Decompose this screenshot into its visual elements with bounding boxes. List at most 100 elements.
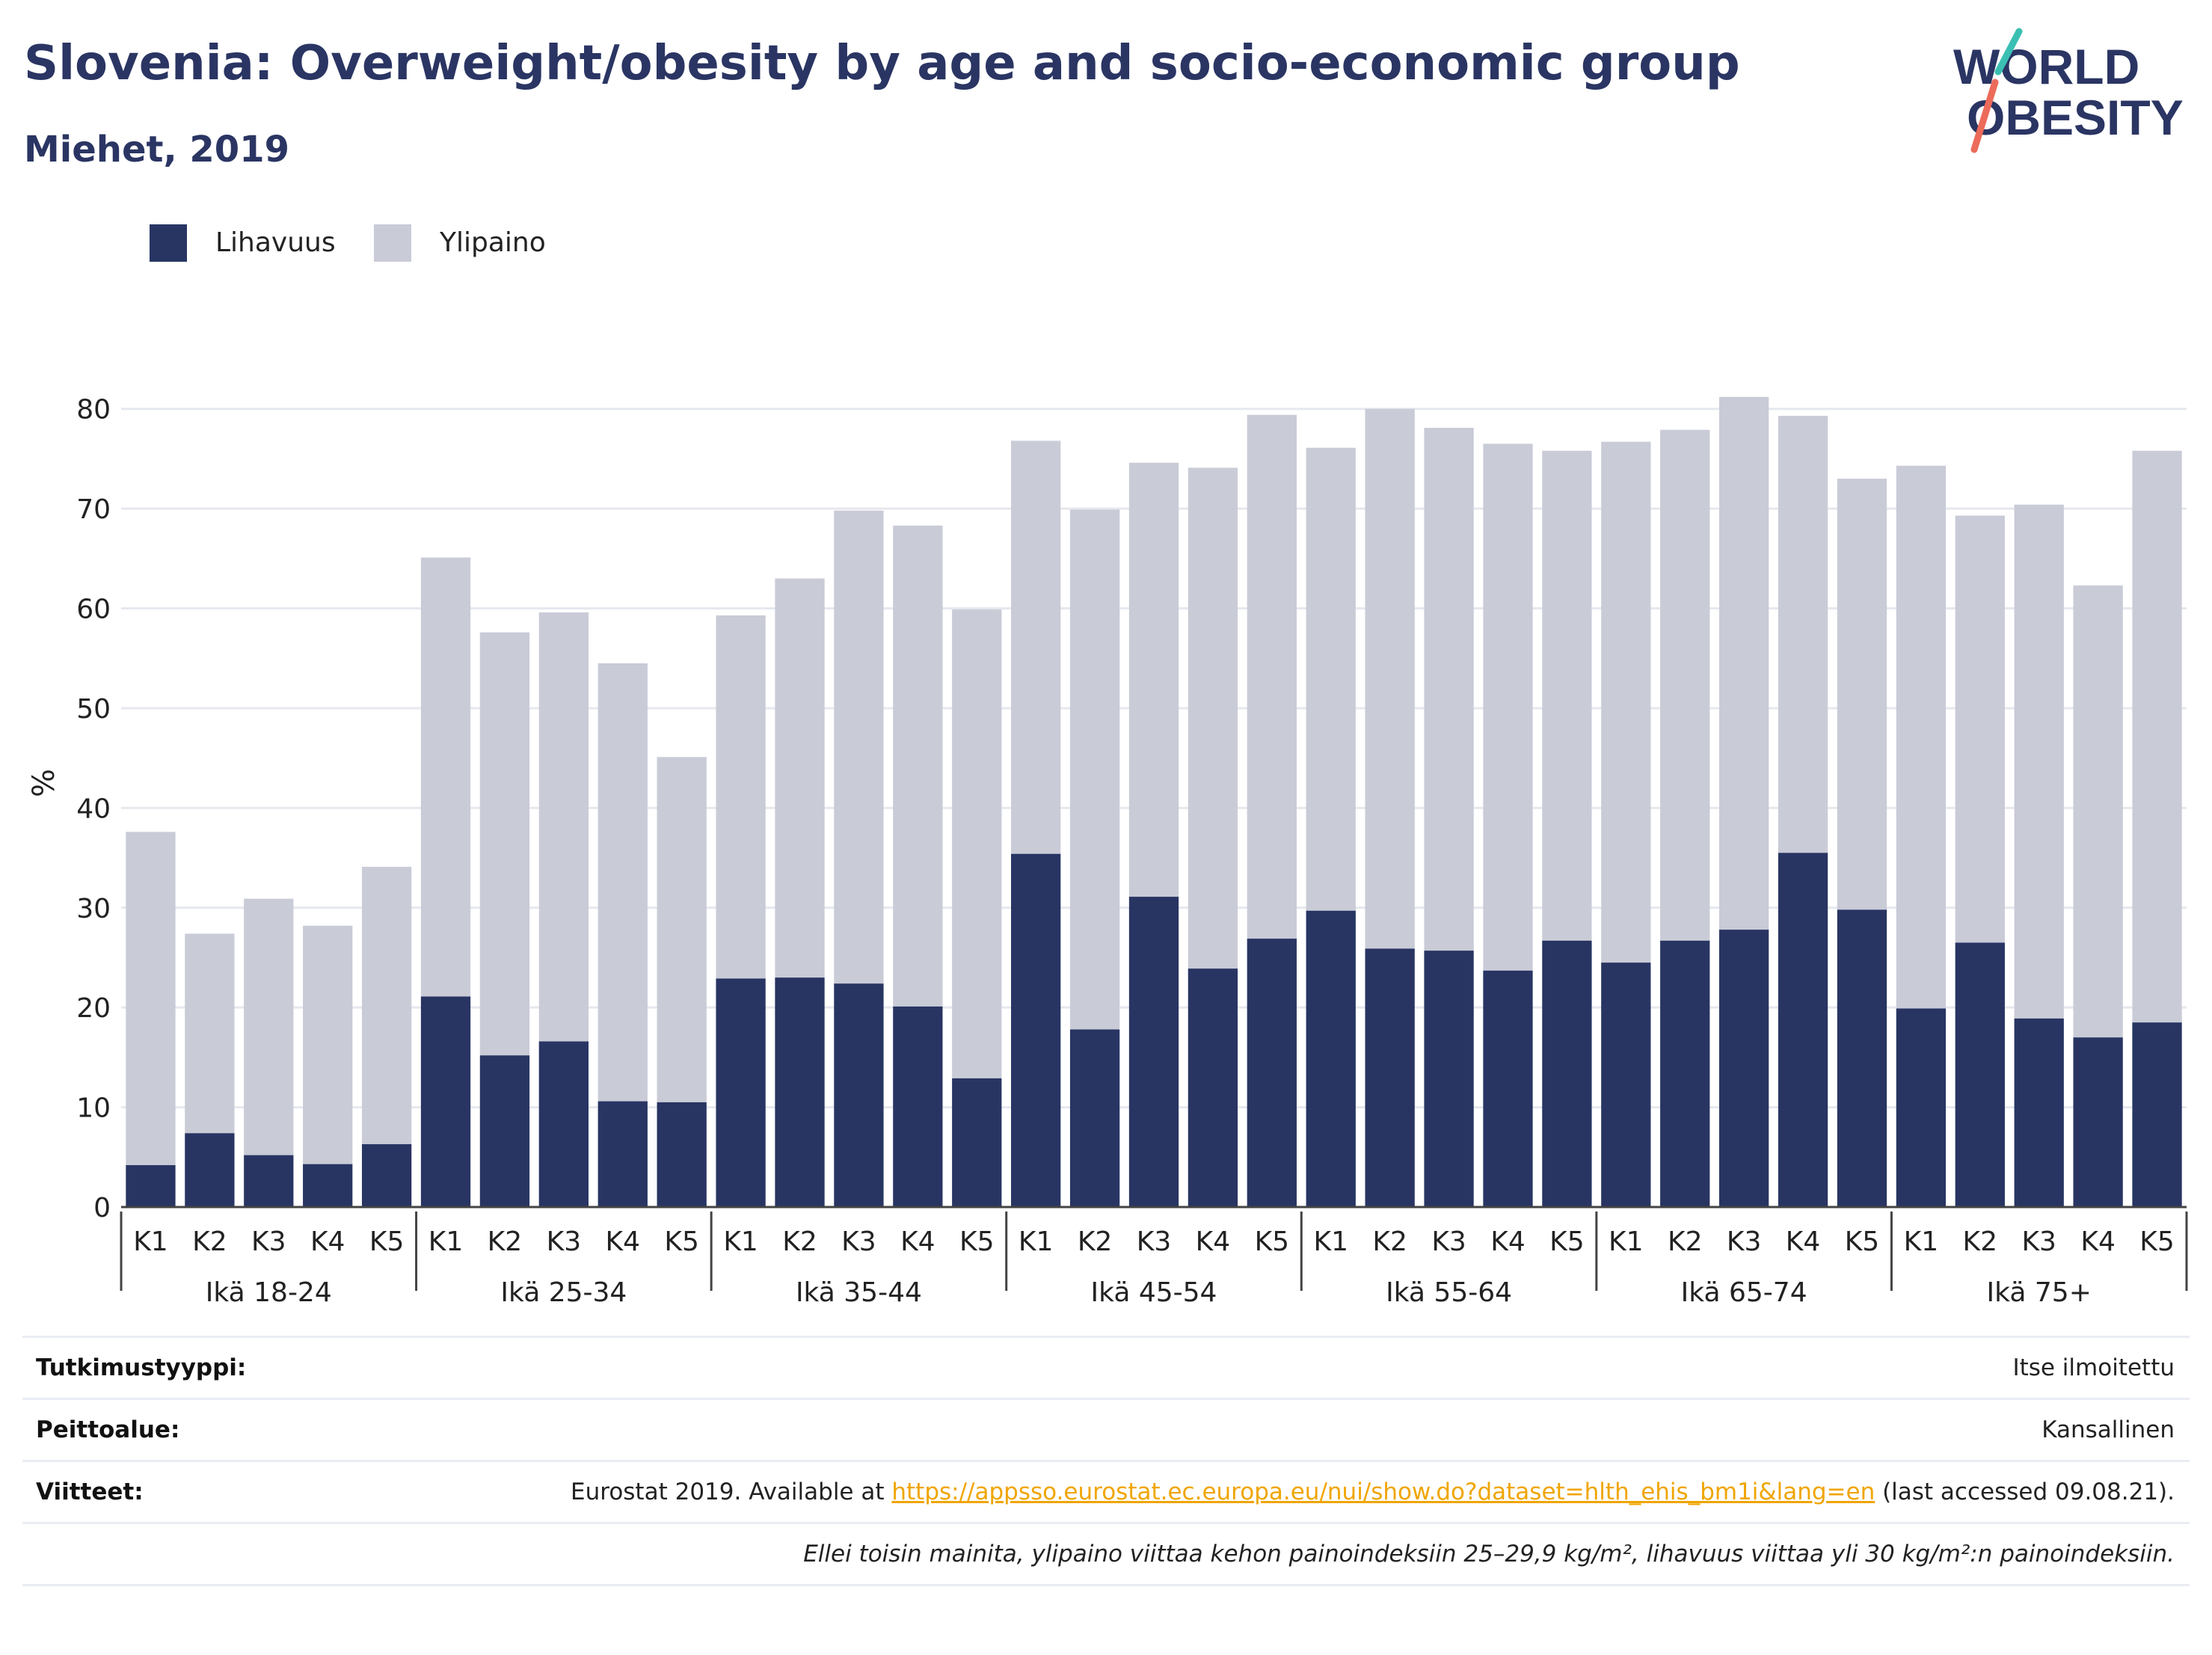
- bar-obesity: [303, 1164, 353, 1207]
- bar-obesity: [597, 1101, 648, 1207]
- x-tick-label: K3: [547, 1226, 582, 1257]
- bar-overweight: [1955, 515, 2005, 943]
- bar-overweight: [597, 663, 648, 1102]
- meta-value-coverage: Kansallinen: [2042, 1416, 2175, 1443]
- x-tick-label: K5: [1845, 1226, 1880, 1257]
- bar-obesity: [657, 1102, 707, 1207]
- bar-obesity: [2073, 1037, 2123, 1207]
- definition-note: Ellei toisin mainita, ylipaino viittaa k…: [803, 1541, 2175, 1568]
- bar-obesity: [1542, 940, 1592, 1207]
- y-tick-label: 60: [76, 595, 111, 625]
- meta-label-references: Viitteet:: [36, 1479, 144, 1505]
- x-tick-label: K4: [1786, 1226, 1821, 1257]
- bar-obesity: [244, 1155, 294, 1207]
- bar-overweight: [2014, 504, 2064, 1019]
- bar-obesity: [479, 1055, 530, 1207]
- group-label: Ikä 65-74: [1681, 1277, 1807, 1308]
- bar-overweight: [1778, 416, 1828, 853]
- x-tick-label: K2: [1078, 1226, 1113, 1257]
- bar-overweight: [244, 898, 294, 1155]
- bar-overweight: [775, 578, 825, 978]
- bar-obesity: [2014, 1018, 2064, 1207]
- bar-obesity: [420, 996, 471, 1207]
- x-tick-label: K2: [1963, 1226, 1998, 1257]
- references-suffix: (last accessed 09.08.21).: [1875, 1479, 2175, 1505]
- x-tick-label: K5: [2139, 1226, 2175, 1257]
- y-tick-label: 0: [93, 1193, 111, 1223]
- bar-obesity: [1424, 951, 1474, 1207]
- bar-overweight: [716, 615, 766, 979]
- x-tick-label: K1: [1019, 1226, 1054, 1257]
- bar-obesity: [1188, 968, 1238, 1207]
- bar-obesity: [1896, 1008, 1947, 1207]
- references-link[interactable]: https://appsso.eurostat.ec.europa.eu/nui…: [891, 1479, 1875, 1505]
- bar-obesity: [1718, 930, 1769, 1207]
- bar-obesity: [361, 1143, 412, 1207]
- meta-value-study-type: Itse ilmoitettu: [2012, 1354, 2175, 1381]
- bar-overweight: [1601, 441, 1651, 963]
- x-tick-label: K2: [1372, 1226, 1407, 1257]
- y-tick-label: 40: [76, 793, 111, 824]
- x-tick-label: K5: [1255, 1226, 1290, 1257]
- legend-label-obesity: Lihavuus: [215, 227, 336, 258]
- group-label: Ikä 75+: [1987, 1277, 2092, 1308]
- x-tick-label: K1: [723, 1226, 758, 1257]
- meta-bottom-rule: [22, 1584, 2190, 1586]
- bar-overweight: [657, 757, 707, 1102]
- bar-obesity: [1011, 853, 1061, 1207]
- bar-obesity: [1306, 910, 1356, 1207]
- bar-obesity: [1069, 1029, 1120, 1207]
- bar-obesity: [1601, 962, 1651, 1207]
- chart-subtitle: Miehet, 2019: [24, 129, 289, 171]
- legend-swatch-overweight: [374, 224, 411, 262]
- y-tick-label: 50: [76, 694, 111, 725]
- stacked-bar-chart: 0 10 20 30 40 50 60 70 80% K1 K2 K3 K4 K5 Ikä 18-24 K1 K…: [27, 395, 2188, 1308]
- x-tick-label: K5: [1549, 1226, 1585, 1257]
- y-tick-label: 70: [76, 494, 111, 525]
- meta-row-references: Viitteet: Eurostat 2019. Available at ht…: [22, 1460, 2190, 1522]
- group-label: Ikä 45-54: [1091, 1277, 1217, 1308]
- meta-label-coverage: Peittoalue:: [36, 1416, 180, 1443]
- bar-overweight: [479, 632, 530, 1056]
- bar-overweight: [1069, 509, 1120, 1030]
- logo-line-1: WORLD: [1953, 39, 2139, 94]
- bar-overweight: [1483, 443, 1533, 971]
- meta-row-note: Ellei toisin mainita, ylipaino viittaa k…: [22, 1522, 2190, 1584]
- bar-overweight: [1542, 450, 1592, 941]
- y-tick-label: 10: [76, 1093, 111, 1124]
- meta-value-references: Eurostat 2019. Available at https://apps…: [22, 1462, 2190, 1522]
- bar-overweight: [1306, 447, 1356, 911]
- references-prefix: Eurostat 2019. Available at: [571, 1479, 892, 1505]
- x-tick-label: K5: [664, 1226, 699, 1257]
- bar-overweight: [303, 925, 353, 1164]
- world-obesity-logo: WORLD OBESITY: [1953, 28, 2184, 153]
- bar-obesity: [775, 977, 825, 1207]
- bar-obesity: [893, 1006, 943, 1207]
- metadata-table: Tutkimustyyppi: Itse ilmoitettu Peittoal…: [22, 1336, 2190, 1586]
- x-tick-label: K4: [606, 1226, 641, 1257]
- bar-overweight: [1365, 408, 1415, 949]
- bar-overweight: [1660, 429, 1710, 941]
- logo-line-2: OBESITY: [1967, 90, 2184, 145]
- bar-overweight: [1837, 479, 1887, 910]
- x-tick-label: K5: [959, 1226, 995, 1257]
- bar-obesity: [1778, 853, 1828, 1207]
- x-tick-label: K4: [900, 1226, 936, 1257]
- x-tick-label: K4: [310, 1226, 345, 1257]
- group-label: Ikä 18-24: [206, 1277, 332, 1308]
- group-label: Ikä 35-44: [796, 1277, 922, 1308]
- bar-obesity: [538, 1041, 589, 1207]
- bar-overweight: [834, 510, 884, 984]
- bar-obesity: [1365, 948, 1415, 1207]
- logo-coral-slash: [1970, 79, 1999, 153]
- bar-overweight: [185, 933, 235, 1134]
- bar-obesity: [716, 978, 766, 1207]
- bar-obesity: [1483, 970, 1533, 1207]
- x-tick-label: K2: [782, 1226, 817, 1257]
- bar-overweight: [1424, 428, 1474, 951]
- x-tick-label: K2: [192, 1226, 227, 1257]
- x-tick-label: K1: [1609, 1226, 1644, 1257]
- bar-overweight: [2132, 450, 2182, 1023]
- meta-row-coverage: Peittoalue: Kansallinen: [22, 1398, 2190, 1460]
- x-tick-label: K1: [1313, 1226, 1348, 1257]
